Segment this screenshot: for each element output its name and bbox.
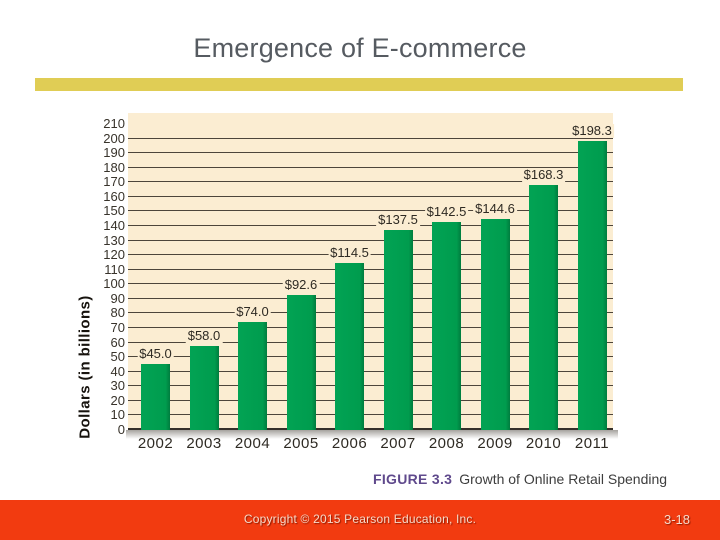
bar-2009 <box>480 219 510 430</box>
x-tick-label: 2008 <box>428 435 465 452</box>
y-tick-label: 170 <box>103 174 125 190</box>
gridline <box>128 414 613 416</box>
title-divider-bar <box>35 78 683 91</box>
y-tick-label: 100 <box>103 276 125 292</box>
y-tick-label: 160 <box>103 188 125 204</box>
gridline <box>128 195 613 197</box>
bar-value-label: $198.3 <box>570 123 614 139</box>
gridline <box>128 341 613 343</box>
bar-value-label: $137.5 <box>376 211 420 227</box>
bar-value-label: $92.6 <box>282 277 320 293</box>
x-axis-shadow <box>126 430 618 439</box>
gridline <box>128 327 613 328</box>
y-tick-label: 210 <box>103 116 125 131</box>
gridline <box>128 152 613 154</box>
bar-2003 <box>189 345 219 430</box>
y-tick-label: 60 <box>110 334 125 350</box>
gridline <box>128 399 613 401</box>
y-tick-label: 70 <box>110 320 125 335</box>
bar-2005 <box>286 295 316 430</box>
gridline <box>128 312 613 314</box>
bar-value-label: $144.6 <box>473 201 517 217</box>
footer-page-number: 3-18 <box>663 512 690 527</box>
y-tick-label: 90 <box>110 290 125 306</box>
gridline <box>128 239 613 241</box>
bar-2002 <box>141 364 170 430</box>
gridline <box>128 385 613 387</box>
gridline <box>128 210 613 212</box>
y-tick-label: 30 <box>110 378 125 394</box>
gridline <box>128 297 613 299</box>
footer-copyright: Copyright © 2015 Pearson Education, Inc. <box>243 512 477 526</box>
gridline <box>128 137 613 139</box>
bar-2006 <box>335 263 364 430</box>
bar-value-label: $142.5 <box>424 204 469 220</box>
x-tick-label: 2003 <box>186 435 222 452</box>
y-tick-label: 140 <box>103 218 125 233</box>
y-tick-label: 50 <box>110 349 125 365</box>
figure-caption-title: Growth of Online Retail Spending <box>459 471 668 487</box>
y-tick-label: 10 <box>110 407 125 423</box>
y-tick-label: 40 <box>110 363 125 379</box>
bar-value-label: $58.0 <box>185 327 223 343</box>
bar-2010 <box>529 184 558 430</box>
y-tick-label: 190 <box>103 145 125 161</box>
y-tick-label: 120 <box>103 247 125 263</box>
figure-caption: FIGURE 3.3 Growth of Online Retail Spendi… <box>373 471 667 488</box>
bar-value-label: $168.3 <box>521 166 566 182</box>
bar-value-label: $114.5 <box>328 245 371 261</box>
gridline <box>128 283 613 285</box>
gridline <box>128 356 613 358</box>
footer-bar: Copyright © 2015 Pearson Education, Inc.… <box>0 500 720 540</box>
x-tick-label: 2010 <box>525 435 562 452</box>
y-tick-label: 130 <box>103 232 125 248</box>
gridline <box>128 166 613 168</box>
y-tick-label: 20 <box>110 392 125 408</box>
y-tick-label: 0 <box>117 422 125 437</box>
bar-2008 <box>432 222 461 430</box>
bar-2007 <box>383 229 413 430</box>
slide-title: Emergence of E-commerce <box>193 33 527 63</box>
y-axis-title: Dollars (in billions) <box>76 295 94 439</box>
y-tick-label: 80 <box>110 305 125 321</box>
x-tick-label: 2002 <box>137 435 174 452</box>
x-tick-label: 2009 <box>477 435 513 452</box>
x-axis-baseline <box>128 428 613 430</box>
gridline <box>128 225 613 226</box>
gridline <box>128 181 613 183</box>
x-tick-label: 2004 <box>234 435 271 452</box>
y-tick-label: 150 <box>103 203 125 219</box>
x-tick-label: 2007 <box>380 435 416 452</box>
bar-chart: Dollars (in billions) 0 10 20 30 40 50 60 70 80 9… <box>0 95 720 475</box>
gridline <box>128 268 613 270</box>
x-tick-label: 2011 <box>574 435 610 452</box>
y-tick-label: 200 <box>103 130 125 146</box>
y-tick-label: 110 <box>104 261 125 277</box>
plot-area: $45.0 $58.0 $74.0 $92.6 $114.5 $137.5 $142.5 $1… <box>128 113 614 430</box>
bar-value-label: $45.0 <box>137 346 174 362</box>
x-tick-label: 2006 <box>331 435 368 452</box>
bar-2004 <box>238 322 267 430</box>
figure-caption-label: FIGURE 3.3 <box>373 471 453 487</box>
x-tick-label: 2005 <box>283 435 319 452</box>
y-tick-label: 180 <box>103 159 125 175</box>
bar-value-label: $74.0 <box>234 304 271 320</box>
bar-2011 <box>577 141 607 430</box>
gridline <box>128 370 613 372</box>
